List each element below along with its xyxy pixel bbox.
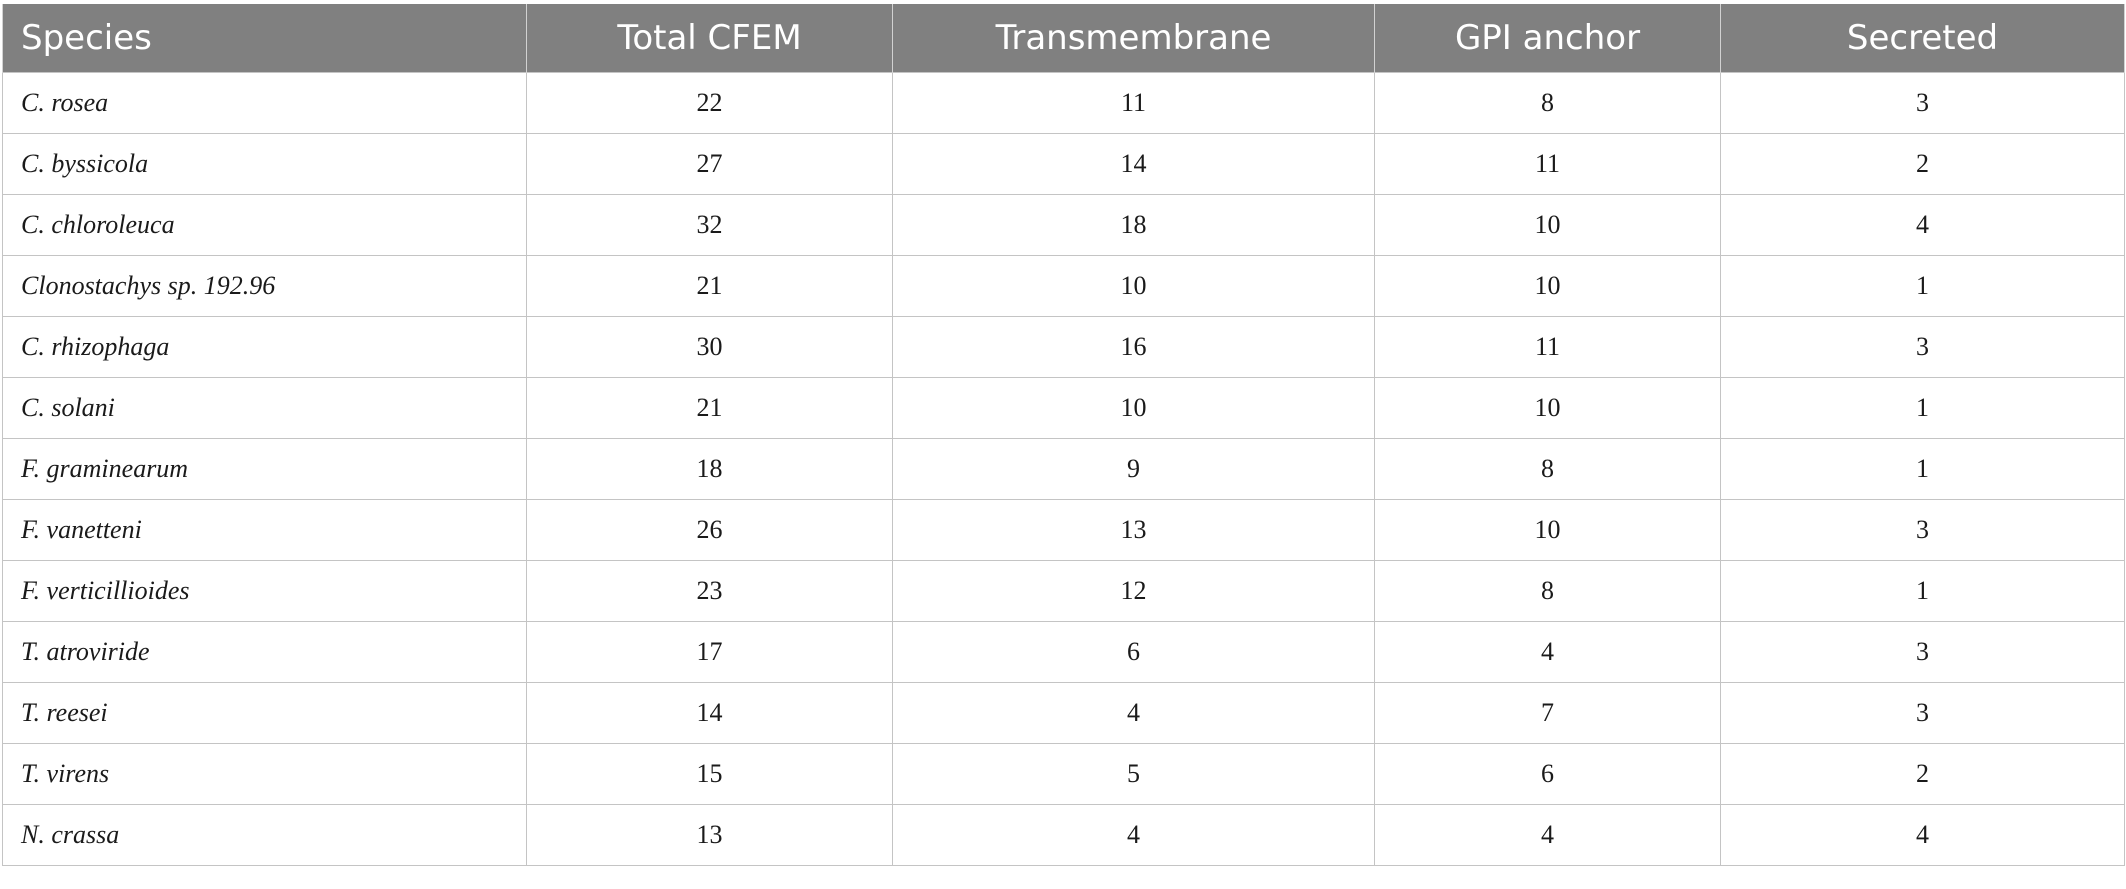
table-row: Clonostachys sp. 192.96 21 10 10 1 — [2, 255, 2125, 317]
table-header: Species Total CFEM Transmembrane GPI anc… — [2, 4, 2125, 73]
secreted-cell: 1 — [1720, 560, 2125, 622]
gpi-anchor-cell: 10 — [1374, 255, 1721, 317]
table-row: F. graminearum 18 9 8 1 — [2, 438, 2125, 500]
species-cell: C. rosea — [2, 72, 527, 134]
secreted-cell: 3 — [1720, 72, 2125, 134]
table-row: F. verticillioides 23 12 8 1 — [2, 560, 2125, 622]
transmembrane-cell: 9 — [892, 438, 1375, 500]
header-secreted: Secreted — [1720, 4, 2125, 73]
transmembrane-cell: 4 — [892, 804, 1375, 866]
secreted-cell: 1 — [1720, 377, 2125, 439]
gpi-anchor-cell: 8 — [1374, 438, 1721, 500]
transmembrane-cell: 10 — [892, 255, 1375, 317]
table-row: F. vanetteni 26 13 10 3 — [2, 499, 2125, 561]
header-gpi-anchor: GPI anchor — [1374, 4, 1721, 73]
table-row: C. byssicola 27 14 11 2 — [2, 133, 2125, 195]
gpi-anchor-cell: 10 — [1374, 377, 1721, 439]
table-row: C. chloroleuca 32 18 10 4 — [2, 194, 2125, 256]
species-cell: C. solani — [2, 377, 527, 439]
secreted-cell: 4 — [1720, 194, 2125, 256]
transmembrane-cell: 6 — [892, 621, 1375, 683]
gpi-anchor-cell: 4 — [1374, 804, 1721, 866]
table-row: T. atroviride 17 6 4 3 — [2, 621, 2125, 683]
secreted-cell: 3 — [1720, 682, 2125, 744]
secreted-cell: 2 — [1720, 133, 2125, 195]
total-cfem-cell: 15 — [526, 743, 893, 805]
table-row: T. reesei 14 4 7 3 — [2, 682, 2125, 744]
transmembrane-cell: 12 — [892, 560, 1375, 622]
table-row: N. crassa 13 4 4 4 — [2, 804, 2125, 866]
gpi-anchor-cell: 8 — [1374, 560, 1721, 622]
transmembrane-cell: 16 — [892, 316, 1375, 378]
gpi-anchor-cell: 11 — [1374, 133, 1721, 195]
gpi-anchor-cell: 10 — [1374, 194, 1721, 256]
transmembrane-cell: 5 — [892, 743, 1375, 805]
total-cfem-cell: 30 — [526, 316, 893, 378]
gpi-anchor-cell: 8 — [1374, 72, 1721, 134]
secreted-cell: 2 — [1720, 743, 2125, 805]
total-cfem-cell: 17 — [526, 621, 893, 683]
transmembrane-cell: 13 — [892, 499, 1375, 561]
header-total-cfem: Total CFEM — [526, 4, 893, 73]
transmembrane-cell: 14 — [892, 133, 1375, 195]
table-row: C. rosea 22 11 8 3 — [2, 72, 2125, 134]
total-cfem-cell: 23 — [526, 560, 893, 622]
table-body: C. rosea 22 11 8 3 C. byssicola 27 14 11 2 C. chlo… — [2, 72, 2125, 866]
total-cfem-cell: 14 — [526, 682, 893, 744]
total-cfem-cell: 26 — [526, 499, 893, 561]
total-cfem-cell: 27 — [526, 133, 893, 195]
transmembrane-cell: 18 — [892, 194, 1375, 256]
gpi-anchor-cell: 6 — [1374, 743, 1721, 805]
species-cell: N. crassa — [2, 804, 527, 866]
cfem-protein-table: Species Total CFEM Transmembrane GPI anc… — [2, 4, 2125, 866]
secreted-cell: 4 — [1720, 804, 2125, 866]
species-cell: C. byssicola — [2, 133, 527, 195]
transmembrane-cell: 4 — [892, 682, 1375, 744]
secreted-cell: 3 — [1720, 499, 2125, 561]
transmembrane-cell: 11 — [892, 72, 1375, 134]
species-cell: T. reesei — [2, 682, 527, 744]
species-cell: T. atroviride — [2, 621, 527, 683]
total-cfem-cell: 22 — [526, 72, 893, 134]
transmembrane-cell: 10 — [892, 377, 1375, 439]
total-cfem-cell: 18 — [526, 438, 893, 500]
gpi-anchor-cell: 7 — [1374, 682, 1721, 744]
total-cfem-cell: 13 — [526, 804, 893, 866]
species-cell: Clonostachys sp. 192.96 — [2, 255, 527, 317]
species-cell: F. verticillioides — [2, 560, 527, 622]
secreted-cell: 3 — [1720, 621, 2125, 683]
secreted-cell: 1 — [1720, 438, 2125, 500]
gpi-anchor-cell: 4 — [1374, 621, 1721, 683]
table-row: C. solani 21 10 10 1 — [2, 377, 2125, 439]
secreted-cell: 3 — [1720, 316, 2125, 378]
total-cfem-cell: 32 — [526, 194, 893, 256]
species-cell: T. virens — [2, 743, 527, 805]
gpi-anchor-cell: 10 — [1374, 499, 1721, 561]
header-row: Species Total CFEM Transmembrane GPI anc… — [2, 4, 2125, 73]
header-species: Species — [2, 4, 527, 73]
species-cell: F. graminearum — [2, 438, 527, 500]
species-cell: F. vanetteni — [2, 499, 527, 561]
gpi-anchor-cell: 11 — [1374, 316, 1721, 378]
table-row: T. virens 15 5 6 2 — [2, 743, 2125, 805]
header-transmembrane: Transmembrane — [892, 4, 1375, 73]
species-cell: C. rhizophaga — [2, 316, 527, 378]
total-cfem-cell: 21 — [526, 377, 893, 439]
table-row: C. rhizophaga 30 16 11 3 — [2, 316, 2125, 378]
species-cell: C. chloroleuca — [2, 194, 527, 256]
secreted-cell: 1 — [1720, 255, 2125, 317]
total-cfem-cell: 21 — [526, 255, 893, 317]
